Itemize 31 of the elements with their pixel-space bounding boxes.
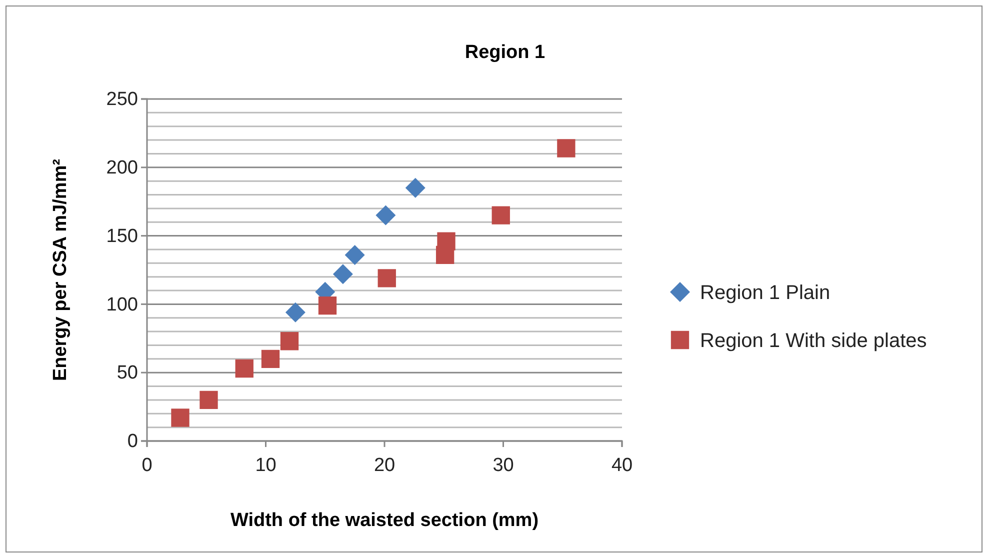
y-tick-label: 100 (106, 294, 138, 316)
point (261, 350, 280, 368)
x-tick-label: 40 (611, 454, 633, 476)
x-tick-label: 20 (374, 454, 396, 476)
point (332, 264, 353, 284)
y-tick-label: 250 (106, 89, 138, 110)
point (376, 205, 396, 226)
x-axis-title: Width of the waisted section (mm) (230, 510, 539, 531)
point (557, 139, 576, 158)
point (378, 269, 396, 288)
point (437, 232, 456, 250)
y-tick-label: 0 (127, 431, 138, 452)
point (344, 244, 365, 265)
x-tick-label: 30 (492, 454, 514, 476)
x-tick-label: 10 (255, 454, 276, 476)
point (285, 302, 306, 322)
point (200, 390, 218, 410)
point (318, 296, 337, 315)
chart-title: Region 1 (464, 42, 546, 63)
point (171, 408, 190, 427)
y-axis-title: Energy per CSA mJ/mm² (50, 158, 71, 382)
x-tick-label: 0 (142, 454, 152, 476)
point (235, 359, 254, 378)
legend-label: Region 1 Plain (700, 282, 830, 304)
point (280, 332, 299, 350)
y-tick-label: 200 (106, 157, 138, 178)
point (492, 206, 510, 224)
y-tick-label: 150 (106, 226, 138, 247)
point (405, 178, 426, 198)
y-tick-label: 50 (116, 362, 138, 384)
legend-label: Region 1 With side plates (700, 330, 927, 352)
